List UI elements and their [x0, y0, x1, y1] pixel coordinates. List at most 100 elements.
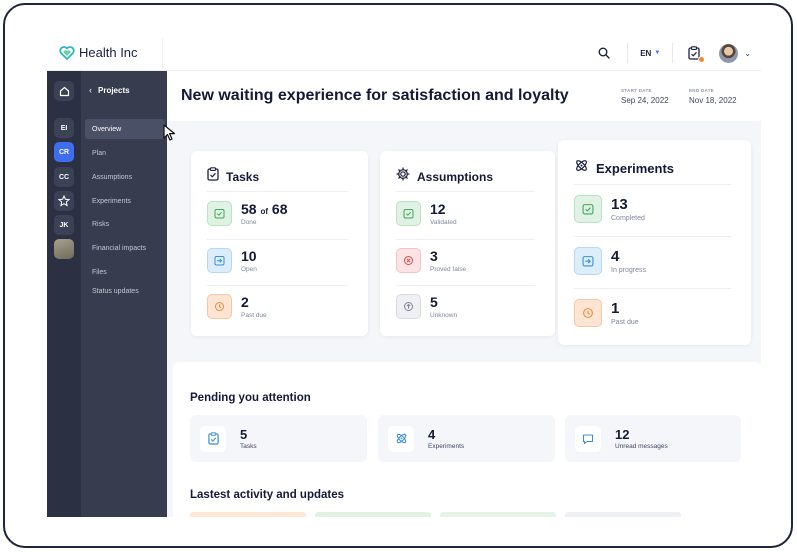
chevron-down-icon[interactable]: ⌄	[744, 48, 751, 58]
language-selector[interactable]: EN ▼	[628, 49, 672, 58]
nav-item-overview[interactable]: Overview	[85, 119, 165, 139]
assumptions-card[interactable]: Assumptions 12 Validated 3 Proved	[380, 151, 555, 336]
experiments-pastdue-stat[interactable]: 1 Past due	[574, 299, 639, 327]
assumptions-validated-value: 12	[430, 200, 446, 217]
experiments-completed-text: 13 Completed	[611, 197, 645, 222]
projects-label: Projects	[98, 85, 130, 95]
tasks-card[interactable]: Tasks 58 of 68 Done 10 Open	[191, 151, 368, 336]
notification-badge	[698, 56, 706, 63]
divider	[574, 288, 731, 289]
user-avatar[interactable]	[719, 43, 739, 63]
pending-experiments[interactable]: 4 Experiments	[378, 415, 555, 462]
experiments-card-header: Experiments	[574, 158, 674, 178]
project-header: New waiting experience for satisfaction …	[167, 71, 761, 121]
workspace-jk[interactable]: JK	[54, 215, 74, 235]
assumptions-false-text: 3 Proved false	[430, 249, 466, 273]
nav-item-financial-impacts[interactable]: Financial impacts	[92, 244, 147, 252]
topbar-actions: EN ▼ ⌄	[593, 42, 751, 64]
chevron-left-icon: ‹	[89, 85, 92, 95]
device-frame: Health Inc EN ▼ ⌄	[3, 3, 793, 548]
assumptions-unknown-label: Unknown	[430, 311, 458, 319]
tasks-pastdue-text: 2 Past due	[241, 295, 267, 319]
project-sidebar: ‹ Projects Overview Plan Assumptions Exp…	[81, 71, 176, 517]
language-label: EN	[640, 48, 652, 58]
assumptions-validated-label: Validated	[430, 218, 457, 226]
experiments-progress-text: 4 In progress	[611, 249, 646, 274]
assumptions-unknown-text: 5 Unknown	[430, 295, 457, 319]
nav-item-assumptions[interactable]: Assumptions	[92, 173, 133, 181]
pending-tasks-value: 5	[240, 426, 248, 442]
app-name: Health Inc	[79, 45, 138, 60]
nav-item-risks[interactable]: Risks	[92, 220, 110, 228]
topbar-divider	[162, 38, 163, 67]
end-date-value: Nov 18, 2022	[689, 96, 737, 105]
workspace-cc[interactable]: CC	[54, 167, 74, 187]
activity-card[interactable]	[315, 512, 431, 517]
star-workspace-icon[interactable]	[54, 191, 74, 211]
divider	[574, 236, 731, 237]
tasks-done-of: of	[260, 206, 269, 216]
divider	[396, 285, 535, 286]
nav-item-files[interactable]: Files	[92, 268, 107, 276]
workspace-cr[interactable]: CR	[54, 142, 74, 162]
experiments-title: Experiments	[596, 160, 675, 176]
tasks-open-value: 10	[241, 247, 257, 264]
experiments-completed-value: 13	[611, 195, 628, 213]
check-icon	[574, 195, 602, 223]
activity-card[interactable]	[565, 512, 681, 517]
divider	[574, 184, 731, 185]
assumptions-unknown-value: 5	[430, 293, 438, 310]
assumptions-false-value: 3	[430, 247, 438, 264]
atom-icon	[574, 158, 589, 178]
experiments-completed-stat[interactable]: 13 Completed	[574, 195, 645, 223]
workspace-ei[interactable]: EI	[54, 118, 74, 138]
search-icon[interactable]	[593, 42, 615, 64]
back-to-projects[interactable]: ‹ Projects	[89, 85, 130, 95]
app-logo[interactable]: Health Inc	[59, 45, 138, 60]
experiments-progress-stat[interactable]: 4 In progress	[574, 247, 646, 275]
tasks-done-label: Done	[241, 218, 257, 226]
assumptions-unknown-stat[interactable]: 5 Unknown	[396, 294, 457, 319]
assumptions-validated-text: 12 Validated	[430, 202, 457, 226]
nav-item-experiments[interactable]: Experiments	[92, 197, 131, 205]
assumptions-false-stat[interactable]: 3 Proved false	[396, 248, 466, 273]
home-icon[interactable]	[54, 81, 74, 101]
divider	[207, 191, 348, 192]
start-date: START DATE Sep 24, 2022	[621, 88, 669, 105]
clipboard-notification-icon[interactable]	[681, 42, 707, 64]
assumptions-validated-stat[interactable]: 12 Validated	[396, 201, 457, 226]
tasks-done-number: 58 of 68	[241, 202, 288, 216]
start-date-label: START DATE	[621, 88, 652, 93]
divider	[207, 239, 348, 240]
pending-tasks-text: 5 Tasks	[240, 428, 257, 450]
tasks-open-stat[interactable]: 10 Open	[207, 248, 257, 273]
experiments-pastdue-value: 1	[611, 299, 620, 317]
activity-card[interactable]	[440, 512, 556, 517]
tasks-done-text: 58 of 68 Done	[241, 202, 288, 226]
nav-item-plan[interactable]: Plan	[92, 149, 107, 157]
pending-tasks[interactable]: 5 Tasks	[190, 415, 367, 462]
tasks-pastdue-stat[interactable]: 2 Past due	[207, 294, 267, 319]
workspace-photo-avatar[interactable]	[54, 239, 74, 259]
experiments-progress-label: In progress	[611, 266, 647, 274]
caret-down-icon: ▼	[654, 50, 661, 56]
tasks-done-total: 68	[271, 200, 288, 217]
end-date-label: END DATE	[689, 88, 715, 93]
app-window: Health Inc EN ▼ ⌄	[47, 34, 761, 517]
check-icon	[396, 201, 421, 226]
tasks-done-stat[interactable]: 58 of 68 Done	[207, 201, 288, 226]
chat-bubble-icon	[575, 425, 601, 452]
nav-item-status-updates[interactable]: Status updates	[92, 287, 139, 295]
clock-icon	[207, 294, 232, 319]
topbar-separator	[627, 43, 629, 63]
pending-messages-label: Unread messages	[615, 442, 668, 450]
pending-experiments-value: 4	[428, 426, 436, 442]
clock-icon	[574, 299, 602, 327]
pending-messages[interactable]: 12 Unread messages	[565, 415, 741, 462]
activity-card[interactable]	[190, 512, 306, 517]
top-bar: Health Inc EN ▼ ⌄	[47, 34, 761, 71]
experiments-card[interactable]: Experiments 13 Completed 4 In pro	[558, 140, 751, 345]
tasks-title: Tasks	[226, 169, 260, 184]
arrow-in-icon	[574, 247, 602, 275]
pending-tasks-label: Tasks	[240, 442, 257, 450]
